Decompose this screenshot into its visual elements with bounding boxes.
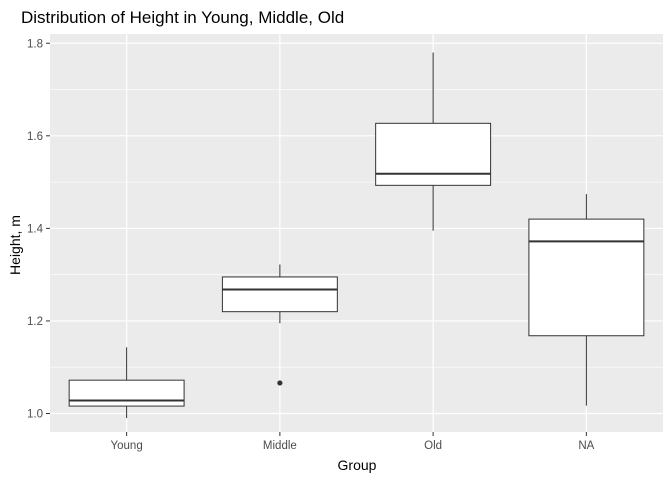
axes: 1.0 1.2 1.4 1.6 1.8 Young Middle Old NA	[27, 38, 595, 452]
y-tick-label: 1.2	[27, 316, 43, 328]
box-body	[68, 379, 185, 407]
x-tick-label: NA	[578, 440, 594, 452]
box-body	[375, 122, 492, 186]
x-tick-label: Young	[111, 440, 143, 452]
box-body	[528, 218, 645, 337]
chart-title: Distribution of Height in Young, Middle,…	[21, 8, 344, 27]
x-tick-label: Old	[424, 440, 442, 452]
y-axis-title: Height, m	[7, 215, 23, 275]
outlier-point	[277, 380, 283, 386]
box-series	[68, 52, 645, 419]
box-young	[68, 347, 185, 419]
x-axis-title: Group	[338, 457, 377, 473]
y-tick-label: 1.8	[27, 38, 43, 50]
box-old	[375, 52, 492, 231]
box-na	[528, 194, 645, 406]
y-tick-label: 1.6	[27, 131, 43, 143]
x-tick-label: Middle	[263, 440, 297, 452]
y-tick-label: 1.0	[27, 408, 43, 420]
y-tick-label: 1.4	[27, 223, 44, 235]
box-body	[221, 276, 338, 313]
box-middle	[221, 264, 338, 386]
